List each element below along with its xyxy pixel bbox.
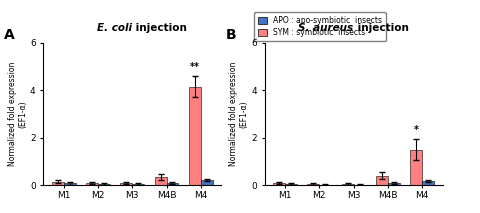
Bar	[132, 184, 144, 185]
Text: B: B	[225, 28, 236, 42]
Bar	[409, 150, 421, 185]
Bar	[341, 184, 353, 185]
Text: A: A	[4, 28, 15, 42]
Y-axis label: Normalized fold expression
(EF1-α): Normalized fold expression (EF1-α)	[228, 62, 248, 166]
Bar	[375, 176, 387, 185]
Bar	[154, 177, 166, 185]
Text: injection: injection	[353, 23, 408, 33]
Bar	[166, 183, 178, 185]
Bar	[285, 184, 297, 185]
Text: **: **	[189, 62, 199, 72]
Bar	[188, 87, 200, 185]
Text: *: *	[413, 125, 418, 135]
Bar	[86, 183, 98, 185]
Text: E. coli: E. coli	[97, 23, 132, 33]
Text: S. aureus: S. aureus	[298, 23, 353, 33]
Bar	[421, 181, 433, 185]
Y-axis label: Normalized fold expression
(EF1-α): Normalized fold expression (EF1-α)	[8, 62, 27, 166]
Bar	[64, 183, 76, 185]
Legend: APO : apo-symbiotic  insects, SYM : symbiotic  insects: APO : apo-symbiotic insects, SYM : symbi…	[253, 12, 385, 41]
Bar	[98, 184, 110, 185]
Bar	[307, 184, 319, 185]
Bar	[52, 182, 64, 185]
Bar	[273, 183, 285, 185]
Bar	[200, 180, 212, 185]
Bar	[387, 183, 399, 185]
Text: injection: injection	[132, 23, 187, 33]
Bar	[120, 183, 132, 185]
